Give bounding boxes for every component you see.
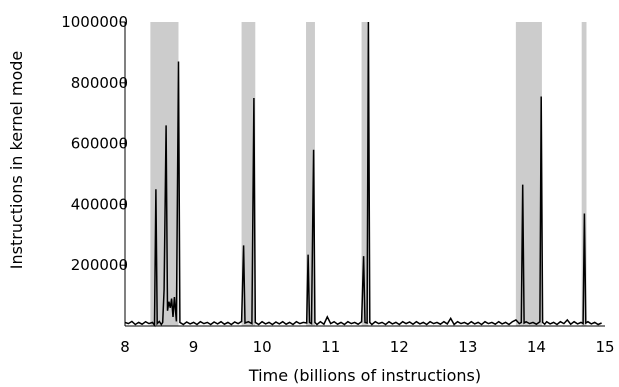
x-tick-label-4: 12 [390,338,409,356]
shaded-region-4 [515,22,542,326]
x-tick-label-1: 9 [189,338,199,356]
y-tick-label-3: 800000 [71,74,128,92]
shaded-region-5 [581,22,587,326]
x-tick-label-0: 8 [120,338,130,356]
x-axis-title: Time (billions of instructions) [248,366,481,385]
shaded-region-3 [361,22,369,326]
x-tick-label-7: 15 [595,338,614,356]
y-tick-label-4: 1000000 [61,13,128,31]
x-tick-labels: 8 9 10 11 12 13 14 15 [120,338,614,356]
y-tick-label-0: 200000 [71,256,128,274]
y-tick-label-1: 400000 [71,195,128,213]
x-tick-label-5: 13 [458,338,477,356]
y-tick-labels: 200000 400000 600000 800000 1000000 [61,13,128,274]
x-tick-label-2: 10 [253,338,272,356]
shaded-region-2 [306,22,315,326]
x-tick-label-3: 11 [321,338,340,356]
y-tick-label-2: 600000 [71,135,128,153]
y-axis-title: Instructions in kernel mode [7,51,26,269]
x-tick-label-6: 14 [527,338,546,356]
kernel-mode-series-line [124,21,602,328]
